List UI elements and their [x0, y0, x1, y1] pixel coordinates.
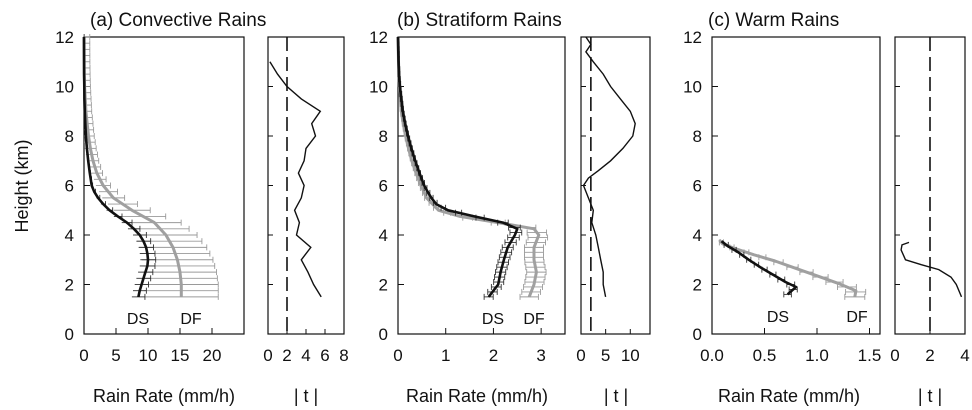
y-tick-label: 0 [379, 325, 388, 344]
t-x-tick-label: 2 [925, 346, 934, 365]
x-tick-label: 1.5 [858, 346, 882, 365]
y-tick-label: 10 [369, 78, 388, 97]
t-x-tick-label: 8 [339, 346, 348, 365]
x-tick-label: 20 [203, 346, 222, 365]
x-tick-label: 15 [171, 346, 190, 365]
series-label-ds: DS [767, 309, 789, 326]
y-tick-label: 0 [65, 325, 74, 344]
series-label-df: DF [180, 311, 202, 328]
y-tick-label: 2 [65, 276, 74, 295]
series-label-ds: DS [127, 311, 149, 328]
y-tick-label: 4 [65, 226, 74, 245]
panel-title-stratiform: (b) Stratiform Rains [397, 10, 562, 31]
x-axis-label-stratiform: Rain Rate (mm/h) [406, 386, 548, 406]
series-label-df: DF [846, 309, 868, 326]
t-x-tick-label: 10 [621, 346, 640, 365]
y-tick-label: 8 [65, 127, 74, 146]
panel-convective: (a) Convective Rains Rain Rate (mm/h) | … [55, 10, 349, 406]
t-x-tick-label: 5 [601, 346, 610, 365]
series-label-ds: DS [482, 311, 504, 328]
t-axis-label-convective: | t | [294, 386, 318, 406]
x-tick-label: 2 [489, 346, 498, 365]
x-tick-label: 0.5 [753, 346, 777, 365]
panel-warm: (c) Warm Rains Rain Rate (mm/h) | t | 0 2… [683, 10, 970, 406]
t-statistic-line [269, 61, 322, 298]
y-tick-label: 8 [379, 127, 388, 146]
t-statistic-line [900, 241, 963, 298]
series-line-df [718, 238, 858, 298]
t-x-tick-label: 4 [301, 346, 310, 365]
y-tick-label: 12 [55, 28, 74, 47]
x-tick-label: 1 [441, 346, 450, 365]
y-tick-label: 4 [693, 226, 702, 245]
t-x-tick-label: 4 [960, 346, 969, 365]
y-tick-label: 6 [379, 177, 388, 196]
y-tick-label: 6 [693, 177, 702, 196]
x-tick-label: 5 [111, 346, 120, 365]
t-panel-frame [267, 36, 345, 335]
t-x-tick-label: 0 [576, 346, 585, 365]
series-line-ds [82, 36, 150, 298]
panel-title-convective: (a) Convective Rains [90, 10, 266, 31]
series-line-ds [396, 36, 519, 298]
t-x-tick-label: 0 [263, 346, 272, 365]
t-axis-label-stratiform: | t | [604, 386, 628, 406]
x-tick-label: 0 [393, 346, 402, 365]
series-line-ds [720, 240, 798, 296]
t-x-tick-label: 2 [282, 346, 291, 365]
x-tick-label: 3 [536, 346, 545, 365]
y-tick-label: 4 [379, 226, 388, 245]
y-axis-label: Height (km) [12, 139, 32, 232]
y-tick-label: 10 [55, 78, 74, 97]
y-tick-label: 6 [65, 177, 74, 196]
x-axis-label-convective: Rain Rate (mm/h) [93, 386, 235, 406]
x-tick-label: 0 [79, 346, 88, 365]
t-axis-label-warm: | t | [918, 386, 942, 406]
t-statistic-line [582, 36, 636, 298]
y-tick-label: 0 [693, 325, 702, 344]
t-x-tick-label: 0 [890, 346, 899, 365]
panel-title-warm: (c) Warm Rains [708, 10, 839, 31]
x-tick-label: 10 [139, 346, 158, 365]
series-label-df: DF [523, 311, 545, 328]
y-tick-label: 10 [683, 78, 702, 97]
x-tick-label: 0.0 [700, 346, 724, 365]
panel-stratiform: (b) Stratiform Rains Rain Rate (mm/h) | … [369, 10, 651, 406]
y-tick-label: 8 [693, 127, 702, 146]
t-x-tick-label: 6 [320, 346, 329, 365]
y-tick-label: 2 [693, 276, 702, 295]
x-tick-label: 1.0 [805, 346, 829, 365]
x-axis-label-warm: Rain Rate (mm/h) [718, 386, 860, 406]
y-tick-label: 12 [683, 28, 702, 47]
y-tick-label: 2 [379, 276, 388, 295]
y-tick-label: 12 [369, 28, 388, 47]
